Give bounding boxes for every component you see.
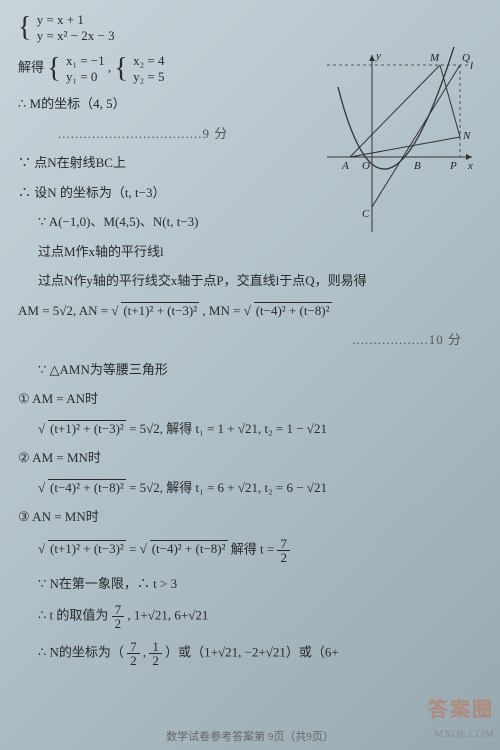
case2-eq: (t−4)² + (t−8)² = 5√2, 解得 t₁ = 6 + √21, … — [18, 478, 482, 498]
eq1: y = x + 1 — [37, 12, 115, 28]
watermark-logo: 答案圈 — [428, 693, 494, 722]
svg-text:A: A — [341, 160, 349, 172]
case1-title: ① AM = AN时 — [18, 389, 482, 409]
svg-text:O: O — [362, 160, 370, 172]
case1-eq: (t+1)² + (t−3)² = 5√2, 解得 t₁ = 1 + √21, … — [18, 419, 482, 439]
svg-text:B: B — [414, 160, 421, 172]
isoceles: ∵ △AMN为等腰三角形 — [18, 360, 482, 380]
distances: AM = 5√2, AN = (t+1)² + (t−3)² , MN = (t… — [18, 301, 482, 321]
svg-text:N: N — [462, 130, 471, 142]
t-values: ∴ t 的取值为 7 2 , 1+√21, 6+√21 — [18, 603, 482, 630]
parabola-figure: y x A O B P C M Q l N — [302, 47, 477, 242]
svg-text:M: M — [429, 52, 440, 64]
n-coordinates: ∴ N的坐标为（ 7 2 , 1 2 ）或（1+√21, −2+√21）或（6+ — [18, 640, 482, 667]
case3-title: ③ AN = MN时 — [18, 507, 482, 527]
eq2: y = x² − 2x − 3 — [37, 28, 115, 44]
case3-eq: (t+1)² + (t−3)² = (t−4)² + (t−8)² 解得 t =… — [18, 537, 482, 564]
svg-text:l: l — [470, 60, 473, 72]
svg-text:C: C — [362, 208, 370, 220]
svg-text:x: x — [467, 160, 473, 172]
system-equations: { y = x + 1 y = x² − 2x − 3 — [18, 12, 482, 43]
svg-text:Q: Q — [462, 52, 470, 64]
score-10: ..................10 分 — [18, 330, 482, 350]
case2-title: ② AM = MN时 — [18, 448, 482, 468]
parallel-m: 过点M作x轴的平行线l — [18, 242, 482, 262]
page-footer: 数学试卷参考答案第 9页（共9页） — [0, 728, 500, 744]
quadrant: ∵ N在第一象限，∴ t > 3 — [18, 574, 482, 594]
parallel-n: 过点N作y轴的平行线交x轴于点P，交直线l于点Q，则易得 — [18, 271, 482, 291]
svg-text:P: P — [449, 160, 457, 172]
svg-text:y: y — [375, 50, 381, 62]
